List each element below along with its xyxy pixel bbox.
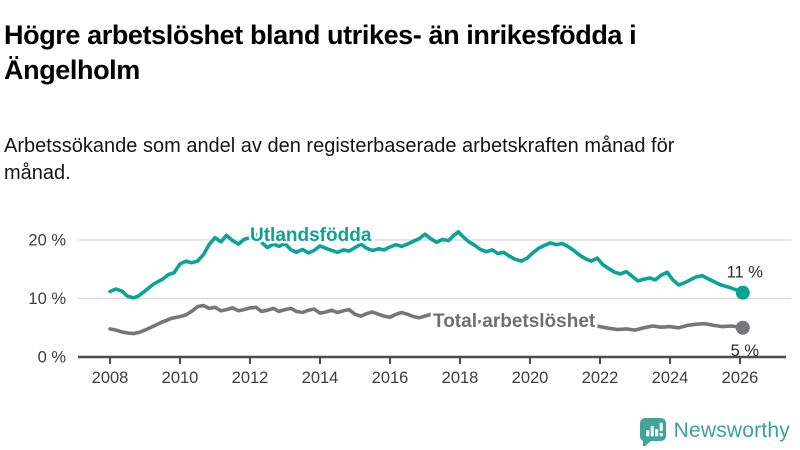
- series-end-value-label: 11 %: [727, 264, 764, 282]
- x-tick-label: 2022: [582, 369, 619, 387]
- page-title: Högre arbetslöshet bland utrikes- än inr…: [4, 20, 637, 86]
- unemployment-line-chart: 2008 2010 2012 2014 2016 2018 2020 2022 2024 2026…: [28, 223, 791, 387]
- series-end-dot-total: [735, 320, 750, 335]
- series-line-total: [108, 303, 745, 336]
- x-tick-label: 2012: [232, 369, 269, 387]
- series-end-value-label: 5 %: [731, 342, 760, 360]
- newsworthy-logo[interactable]: Newsworthy: [639, 415, 790, 447]
- newsworthy-logo-icon: [639, 417, 666, 446]
- x-tick-label: 2020: [512, 369, 549, 387]
- x-tick-label: 2014: [302, 369, 339, 387]
- x-tick-label: 2008: [92, 369, 129, 387]
- x-tick-label: 2018: [442, 369, 479, 387]
- series-label-utlandsfodda: Utlandsfödda: [250, 225, 372, 246]
- x-tick-label: 2016: [372, 369, 409, 387]
- series-end-dot-utlandsfodda: [735, 285, 750, 300]
- y-tick-label: 10 %: [28, 290, 66, 308]
- y-tick-label: 0 %: [38, 349, 67, 367]
- chart-subtitle: Arbetssökande som andel av den registerb…: [4, 135, 675, 184]
- newsworthy-logo-text: Newsworthy: [673, 419, 790, 442]
- series-label-total-arbetsloshet: Total arbetslöshet: [433, 311, 596, 332]
- x-tick-label: 2024: [652, 369, 689, 387]
- x-tick-label: 2026: [722, 369, 759, 387]
- y-tick-label: 20 %: [28, 232, 66, 250]
- series-line-utlandsfodda: [108, 230, 745, 300]
- x-tick-label: 2010: [162, 369, 199, 387]
